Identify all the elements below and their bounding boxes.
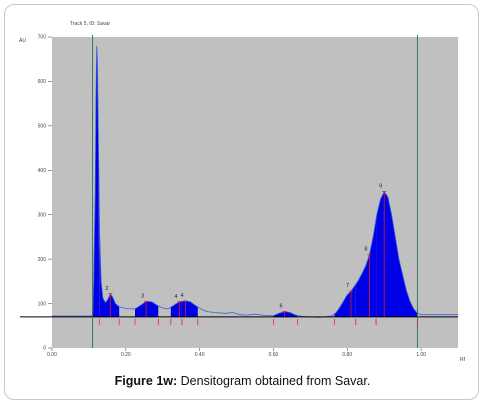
peak-label: 2 — [105, 286, 108, 292]
y-axis-label: AU — [19, 38, 26, 44]
caption-label: Figure 1w: — [114, 374, 178, 388]
y-tick-label: 0 — [43, 346, 46, 352]
peak-label: 9 — [379, 184, 382, 190]
peak-area — [376, 192, 418, 317]
y-tick-label: 500 — [38, 124, 47, 130]
peak-area — [334, 284, 356, 317]
y-tick-label: 100 — [38, 301, 47, 307]
peak-label: 8 — [364, 247, 367, 253]
x-tick-label: 0.60 — [269, 352, 279, 358]
densitogram-trace — [52, 45, 458, 318]
y-tick-label: 300 — [38, 212, 47, 218]
peak-label: 7 — [346, 283, 349, 289]
x-tick-label: 0.80 — [342, 352, 352, 358]
peak-label: 6 — [280, 304, 283, 310]
x-tick-label: 0.40 — [195, 352, 205, 358]
x-tick-label: 0.20 — [121, 352, 131, 358]
y-tick-label: 700 — [38, 35, 47, 41]
figure-caption: Figure 1w: Densitogram obtained from Sav… — [0, 374, 485, 388]
y-tick-label: 600 — [38, 79, 47, 85]
y-tick-label: 400 — [38, 168, 47, 174]
densitogram-chart: Track 5, ID: SavarAURf010020030040050060… — [19, 21, 466, 363]
caption-text: Densitogram obtained from Savar. — [177, 374, 371, 388]
peak-label: 4 — [181, 293, 184, 299]
x-tick-label: 1.00 — [416, 352, 426, 358]
x-tick-label: 0.00 — [47, 352, 57, 358]
y-tick-label: 200 — [38, 257, 47, 263]
peak-area — [355, 219, 377, 317]
peak-label: 4 — [174, 294, 177, 300]
peak-area — [99, 204, 120, 317]
chart-title: Track 5, ID: Savar — [70, 21, 110, 27]
x-axis-label: Rf — [460, 357, 466, 363]
peak-label: 3 — [141, 293, 144, 299]
peak-area — [273, 311, 298, 317]
